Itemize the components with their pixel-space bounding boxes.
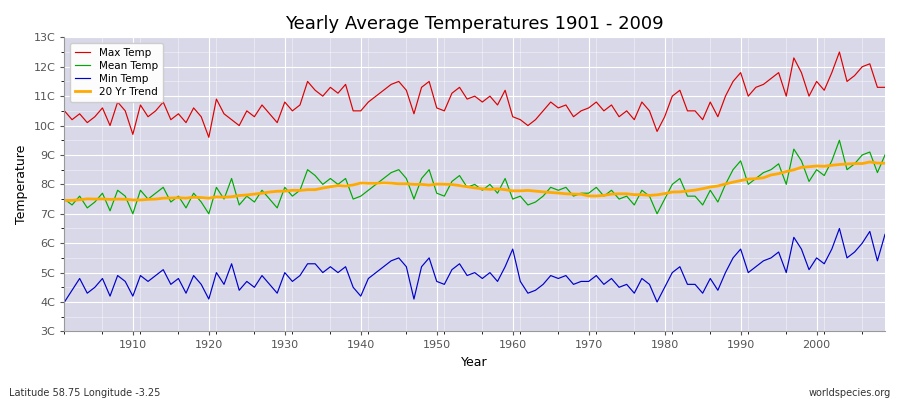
20 Yr Trend [500, 187, 510, 192]
20 Yr Trend [333, 183, 344, 188]
Mean Temp [879, 152, 890, 157]
Legend: Max Temp, Mean Temp, Min Temp, 20 Yr Trend: Max Temp, Mean Temp, Min Temp, 20 Yr Tre… [69, 42, 163, 102]
Text: Latitude 58.75 Longitude -3.25: Latitude 58.75 Longitude -3.25 [9, 388, 160, 398]
Max Temp [203, 135, 214, 140]
20 Yr Trend [59, 198, 70, 203]
20 Yr Trend [120, 197, 130, 202]
20 Yr Trend [864, 160, 875, 164]
20 Yr Trend [598, 193, 609, 198]
Max Temp [120, 108, 130, 113]
Min Temp [500, 264, 510, 269]
Max Temp [879, 85, 890, 90]
Max Temp [834, 50, 845, 54]
Mean Temp [515, 194, 526, 198]
Max Temp [515, 117, 526, 122]
Mean Temp [120, 194, 130, 198]
X-axis label: Year: Year [462, 356, 488, 369]
Mean Temp [128, 211, 139, 216]
Min Temp [59, 300, 70, 304]
Min Temp [508, 247, 518, 252]
Max Temp [340, 82, 351, 87]
Title: Yearly Average Temperatures 1901 - 2009: Yearly Average Temperatures 1901 - 2009 [285, 15, 664, 33]
Min Temp [333, 270, 344, 275]
Max Temp [606, 102, 616, 107]
Min Temp [120, 279, 130, 284]
Line: Mean Temp: Mean Temp [65, 140, 885, 214]
20 Yr Trend [287, 188, 298, 193]
Mean Temp [508, 197, 518, 202]
Min Temp [834, 226, 845, 231]
Min Temp [287, 279, 298, 284]
Mean Temp [294, 188, 305, 193]
Max Temp [294, 102, 305, 107]
Y-axis label: Temperature: Temperature [15, 145, 28, 224]
20 Yr Trend [879, 161, 890, 166]
Line: Max Temp: Max Temp [65, 52, 885, 137]
Mean Temp [606, 188, 616, 193]
Min Temp [598, 282, 609, 287]
Mean Temp [59, 197, 70, 202]
Min Temp [879, 232, 890, 237]
Text: worldspecies.org: worldspecies.org [809, 388, 891, 398]
Mean Temp [340, 176, 351, 181]
Max Temp [508, 114, 518, 119]
Line: 20 Yr Trend: 20 Yr Trend [65, 162, 885, 200]
20 Yr Trend [508, 188, 518, 193]
Max Temp [59, 108, 70, 113]
Line: Min Temp: Min Temp [65, 228, 885, 302]
Mean Temp [834, 138, 845, 143]
